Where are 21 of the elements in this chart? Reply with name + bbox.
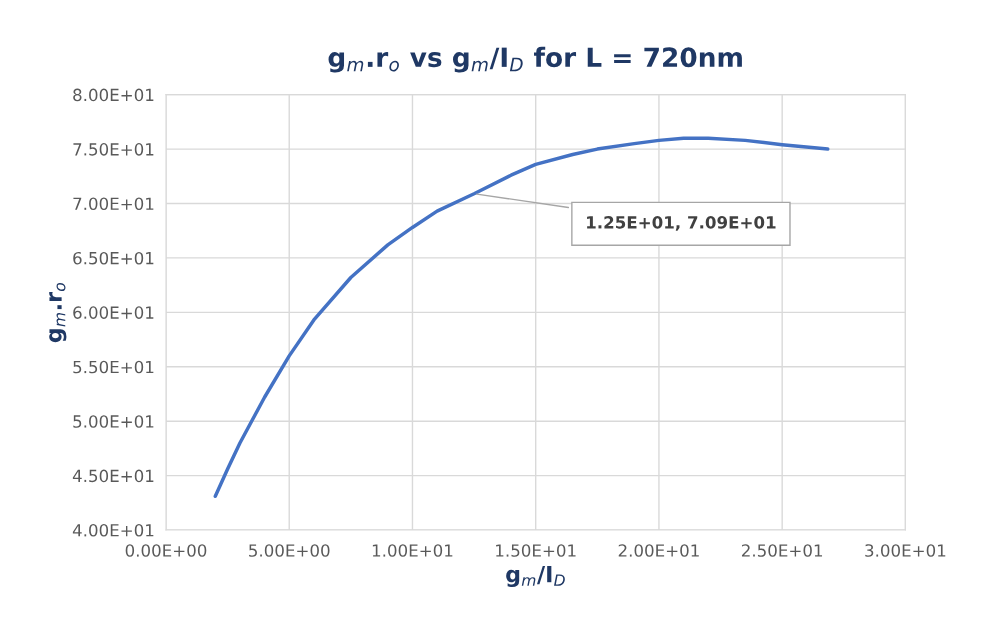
y-tick-label: 7.50E+01 — [73, 143, 154, 156]
x-tick-label: 2.50E+01 — [741, 544, 823, 557]
y-tick-label: 8.00E+01 — [73, 88, 154, 102]
y-tick-label: 4.50E+01 — [72, 469, 154, 483]
y-tick-label: 5.00E+01 — [73, 415, 154, 428]
annotation: 1.25E+01, 7.09E+01 — [587, 216, 776, 231]
chart-title: g$_{m}$.r$_{o}$ vs g$_{m}$/I$_{D}$ for L = 720nm — [328, 46, 742, 73]
y-tick-label: 6.00E+01 — [73, 306, 154, 319]
x-tick-label: 1.50E+01 — [496, 544, 576, 557]
y-tick-label: 5.50E+01 — [73, 360, 154, 374]
line-series — [213, 136, 830, 499]
y-tick-label: 4.00E+01 — [72, 524, 154, 537]
x-tick-label: 3.00E+01 — [865, 544, 946, 557]
x-tick-label: 5.00E+00 — [249, 544, 330, 557]
x-tick-label: 2.00E+01 — [618, 544, 699, 557]
y-axis-title: g$_{m}$.r$_{o}$ — [49, 282, 67, 343]
y-tick-label: 7.00E+01 — [73, 197, 154, 211]
y-tick-label: 6.50E+01 — [73, 251, 154, 265]
x-tick-label: 1.00E+01 — [372, 544, 453, 557]
x-tick-label: 0.00E+00 — [125, 544, 207, 557]
x-axis-title: g$_{m}$/I$_{D}$ — [506, 566, 565, 588]
